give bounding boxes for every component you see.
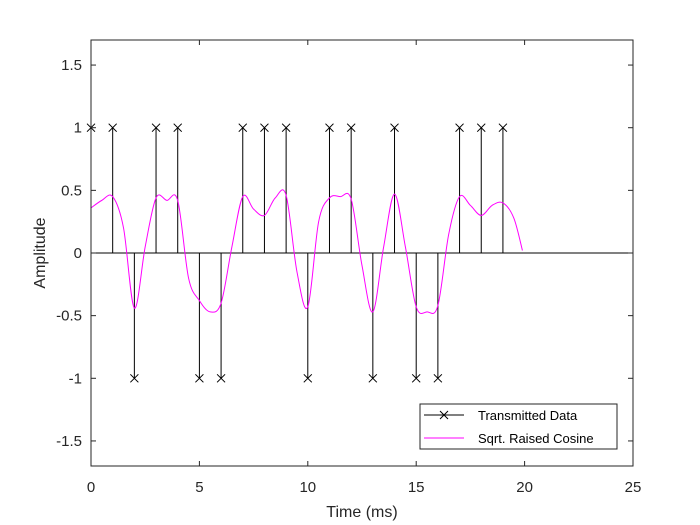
y-tick-label: 1 xyxy=(74,120,82,137)
y-tick-label: 0 xyxy=(74,245,82,262)
rrc-waveform-line xyxy=(90,189,523,315)
stem-marker xyxy=(238,123,248,133)
legend: Transmitted Data Sqrt. Raised Cosine xyxy=(419,403,618,450)
stem-marker xyxy=(195,373,204,383)
stem-marker xyxy=(325,123,334,133)
stem-marker xyxy=(455,123,464,133)
x-tick-label: 0 xyxy=(87,479,95,496)
legend-box xyxy=(419,403,618,450)
stem-marker xyxy=(281,123,291,133)
stem-marker xyxy=(130,373,139,383)
y-tick-label: -1.5 xyxy=(56,433,82,450)
stem-marker xyxy=(433,373,443,383)
x-tick-label: 25 xyxy=(625,479,642,496)
stem-marker xyxy=(411,373,421,383)
x-tick-label: 20 xyxy=(516,479,533,496)
stem-marker xyxy=(216,373,226,383)
legend-label-data: Transmitted Data xyxy=(478,408,578,423)
y-tick-label: 0.5 xyxy=(61,182,82,199)
stem-marker xyxy=(173,123,183,133)
stem-marker xyxy=(108,123,118,133)
x-tick-label: 15 xyxy=(408,479,425,496)
stem-marker xyxy=(498,123,508,133)
legend-label-rrc: Sqrt. Raised Cosine xyxy=(478,431,594,446)
stem-marker xyxy=(368,373,378,383)
stem-marker xyxy=(390,123,399,133)
x-tick-label: 5 xyxy=(195,479,203,496)
y-tick-label: -1 xyxy=(69,370,82,387)
legend-marker-x xyxy=(439,410,449,420)
x-axis-label: Time (ms) xyxy=(326,504,397,521)
y-tick-label: -0.5 xyxy=(56,308,82,325)
stem-marker xyxy=(476,123,486,133)
y-tick-label: 1.5 xyxy=(61,57,82,74)
y-axis-label: Amplitude xyxy=(32,217,49,288)
stem-marker xyxy=(346,123,356,133)
x-tick-label: 10 xyxy=(299,479,316,496)
stem-marker xyxy=(303,373,313,383)
stem-marker xyxy=(151,123,161,133)
stem-marker xyxy=(260,123,269,133)
